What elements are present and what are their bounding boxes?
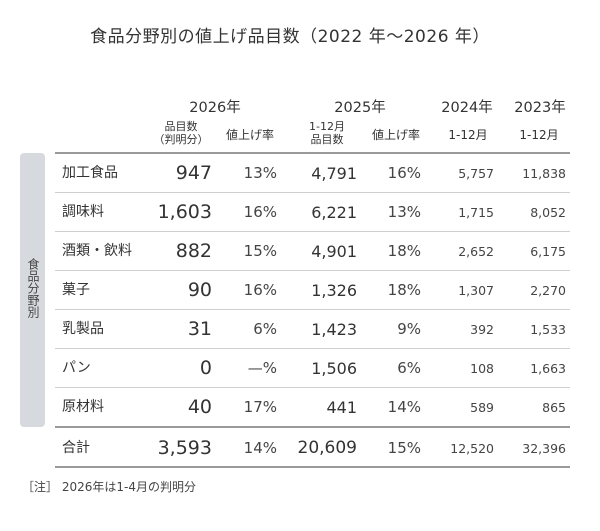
- row-divider: [55, 270, 570, 271]
- cell-2025-rate: 18%: [387, 242, 421, 260]
- subheader-rate-2025: 値上げ率: [371, 128, 420, 142]
- cell-2026-rate: 16%: [243, 203, 277, 221]
- cell-2025-rate: 13%: [387, 203, 421, 221]
- cell-2026-items: 1,603: [157, 201, 212, 223]
- cell-2023-items: 2,270: [530, 283, 566, 298]
- row-label: 菓子: [62, 282, 90, 298]
- row-label: 加工食品: [62, 165, 118, 181]
- category-sidebar-label: 食品分野別: [26, 258, 40, 318]
- cell-2024-items: 2,652: [458, 244, 494, 259]
- year-header-2024: 2024年: [441, 100, 493, 116]
- cell-2025-rate: 14%: [387, 398, 421, 416]
- row-divider: [55, 387, 570, 388]
- cell-2025-items: 4,791: [311, 164, 357, 183]
- cell-2023-items: 1,663: [530, 361, 566, 376]
- year-header-2023: 2023年: [514, 100, 566, 116]
- footnote: ［注］ 2026年は1-4月の判明分: [22, 480, 196, 494]
- subheader-line: 1-12月: [309, 120, 345, 133]
- total-label: 合計: [62, 440, 90, 456]
- row-label: 原材料: [62, 399, 104, 415]
- subheader-months-2024: 1-12月: [448, 128, 488, 142]
- total-2026-rate: 14%: [243, 439, 277, 457]
- total-2023-items: 32,396: [522, 441, 566, 456]
- cell-2025-rate: 6%: [397, 359, 421, 377]
- cell-2024-items: 1,307: [458, 283, 494, 298]
- subheader-months-2023: 1-12月: [519, 128, 559, 142]
- cell-2024-items: 392: [470, 322, 494, 337]
- cell-2026-rate: 15%: [243, 242, 277, 260]
- total-top-rule: [55, 426, 570, 428]
- cell-2026-rate: 13%: [243, 164, 277, 182]
- table-bottom-rule: [55, 466, 570, 468]
- cell-2024-items: 1,715: [458, 205, 494, 220]
- cell-2026-items: 947: [175, 162, 212, 184]
- total-2025-rate: 15%: [387, 439, 421, 457]
- cell-2025-rate: 16%: [387, 164, 421, 182]
- subheader-line: （判明分）: [153, 133, 209, 146]
- subheader-line: 品目数: [164, 120, 198, 133]
- cell-2025-items: 1,423: [311, 320, 357, 339]
- table-row: 加工食品 947 13% 4,791 16% 5,757 11,838: [0, 154, 600, 193]
- total-2024-items: 12,520: [450, 441, 494, 456]
- row-label: 乳製品: [62, 321, 104, 337]
- cell-2024-items: 589: [470, 400, 494, 415]
- table-row: パン 0 —% 1,506 6% 108 1,663: [0, 349, 600, 388]
- cell-2023-items: 11,838: [522, 166, 566, 181]
- table-row: 乳製品 31 6% 1,423 9% 392 1,533: [0, 310, 600, 349]
- total-2026-items: 3,593: [157, 437, 212, 459]
- row-divider: [55, 348, 570, 349]
- cell-2025-items: 6,221: [311, 203, 357, 222]
- page-title: 食品分野別の値上げ品目数（2022 年～2026 年）: [90, 27, 490, 47]
- cell-2025-rate: 18%: [387, 281, 421, 299]
- cell-2023-items: 8,052: [530, 205, 566, 220]
- cell-2026-items: 0: [199, 357, 212, 379]
- cell-2025-items: 4,901: [311, 242, 357, 261]
- row-label: 調味料: [62, 204, 104, 220]
- table-row: 原材料 40 17% 441 14% 589 865: [0, 388, 600, 427]
- table-row: 酒類・飲料 882 15% 4,901 18% 2,652 6,175: [0, 232, 600, 271]
- category-sidebar: [20, 153, 45, 427]
- year-header-2026: 2026年: [189, 100, 241, 116]
- table-top-rule: [55, 152, 570, 154]
- table-row: 調味料 1,603 16% 6,221 13% 1,715 8,052: [0, 193, 600, 232]
- row-label: 酒類・飲料: [62, 243, 132, 259]
- cell-2023-items: 6,175: [530, 244, 566, 259]
- cell-2025-rate: 9%: [397, 320, 421, 338]
- cell-2026-rate: 16%: [243, 281, 277, 299]
- subheader-line: 品目数: [310, 133, 344, 146]
- cell-2024-items: 5,757: [458, 166, 494, 181]
- row-divider: [55, 231, 570, 232]
- row-label: パン: [62, 360, 91, 376]
- cell-2026-rate: —%: [247, 359, 277, 377]
- cell-2026-rate: 6%: [253, 320, 277, 338]
- cell-2023-items: 865: [542, 400, 566, 415]
- cell-2026-items: 882: [175, 240, 212, 262]
- subheader-items-2025: 1-12月 品目数: [296, 120, 358, 146]
- cell-2026-items: 31: [187, 318, 212, 340]
- cell-2025-items: 1,506: [311, 359, 357, 378]
- subheader-rate-2026: 値上げ率: [225, 128, 274, 142]
- cell-2025-items: 441: [326, 398, 357, 417]
- cell-2026-items: 40: [187, 396, 212, 418]
- row-divider: [55, 192, 570, 193]
- total-2025-items: 20,609: [297, 438, 357, 458]
- subheader-items-2026: 品目数 （判明分）: [150, 120, 212, 146]
- table-row: 菓子 90 16% 1,326 18% 1,307 2,270: [0, 271, 600, 310]
- cell-2026-rate: 17%: [243, 398, 277, 416]
- row-divider: [55, 309, 570, 310]
- cell-2024-items: 108: [470, 361, 494, 376]
- year-header-2025: 2025年: [334, 100, 386, 116]
- cell-2026-items: 90: [187, 279, 212, 301]
- cell-2025-items: 1,326: [311, 281, 357, 300]
- cell-2023-items: 1,533: [530, 322, 566, 337]
- total-row: 合計 3,593 14% 20,609 15% 12,520 32,396: [0, 429, 600, 468]
